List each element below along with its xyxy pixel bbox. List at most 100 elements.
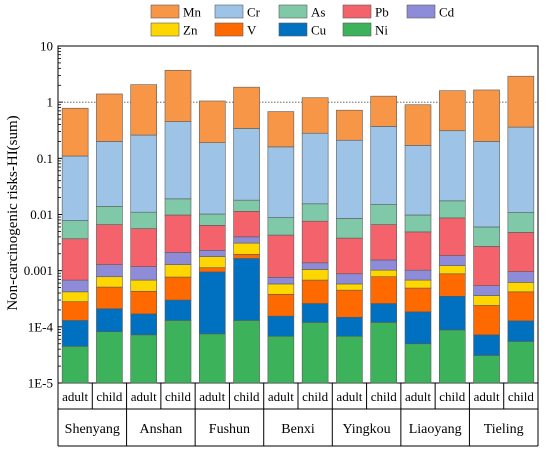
bar-segment-cd [336,273,363,285]
bar-segment-ni [301,322,329,384]
bar-segment-cd [198,250,226,257]
bar-segment-pb [198,225,226,251]
legend-swatch-v [214,22,244,37]
bar-segment-pb [164,214,192,253]
bar-segment-as [370,204,398,225]
legend-swatch-mn [150,4,180,19]
bar-segment-v [267,293,295,317]
bar-segment-cr [96,141,123,207]
plot-area: 10 1 0.1 0.01 0.001 1E-4 1E-5 adult child Shenyan… [24,39,539,447]
bar-segment-mn [96,93,123,142]
legend-swatch-cd [406,4,436,19]
bar-segment-cr [507,126,535,213]
legend-swatch-ni [342,22,372,37]
bar-segment-ni [233,320,260,384]
group-label: Anshan [139,422,182,437]
bar-segment-ni [438,329,466,384]
bar-segment-zn [61,291,89,303]
legend: Mn Cr As Pb Cd Zn V Cu Ni [150,4,455,38]
bar-segment-cr [233,128,260,201]
bar-segment-ni [336,335,363,384]
bar-segment-mn [198,100,226,143]
subgroup-label: child [96,389,122,404]
bar-segment-mn [336,109,363,141]
bar-segment-cr [198,142,226,215]
bar-segment-zn [233,242,260,255]
bar-segment-pb [507,232,535,272]
bar-segment-pb [61,238,89,281]
subgroup-label: child [508,389,534,404]
bar-segment-cr [370,126,398,205]
bar-segment-ni [198,333,226,384]
bar-segment-mn [233,86,260,129]
bar-segment-v [507,291,535,322]
bar-segment-zn [438,265,466,275]
bar-segment-ni [507,341,535,384]
legend-label-as: As [311,5,325,20]
bar-segment-pb [233,211,260,238]
bar-segment-mn [301,97,329,134]
subgroup-label: adult [131,389,157,404]
bar-segment-zn [507,282,535,293]
bar-segment-cu [507,320,535,342]
bar-segment-mn [164,69,192,122]
legend-label-ni: Ni [375,23,388,38]
bar-segment-mn [370,95,398,127]
bar-segment-cd [507,271,535,283]
legend-swatch-pb [342,4,372,19]
bar-segment-pb [336,237,363,275]
bar-segment-cd [96,264,123,278]
bar-segment-cd [404,269,432,281]
bar-segment-mn [404,104,432,146]
bar-segment-pb [370,224,398,261]
bar-segment-cd [370,259,398,271]
y-tick-label: 10 [40,39,53,54]
bar-segment-zn [164,264,192,278]
bar-segment-ni [370,322,398,384]
bar-segment-cd [473,285,500,296]
bar-segment-mn [267,111,295,148]
group-label: Shenyang [65,422,120,437]
bar-segment-cd [61,279,89,293]
bar-segment-cd [233,236,260,244]
legend-swatch-zn [150,22,180,37]
bar-segment-as [130,211,158,229]
bar-segment-ni [96,331,123,384]
bar-segment-cu [198,271,226,335]
bar-segment-pb [267,234,295,278]
bar-segment-mn [473,89,500,142]
bar-segment-cu [164,299,192,321]
bar-segment-pb [438,217,466,256]
bar-segment-mn [130,84,158,136]
bar-segment-pb [404,231,432,271]
bar-segment-cu [473,334,500,356]
bar-segment-cd [267,277,295,285]
bar-segment-v [61,301,89,321]
bar-segment-v [404,287,432,313]
bar-segment-pb [130,228,158,267]
bar-segment-ni [267,335,295,384]
bar-segment-cr [438,130,466,202]
y-tick-label: 1E-5 [28,376,53,391]
bar-segment-zn [130,279,158,292]
bar-segment-cr [336,139,363,219]
bar-segment-cr [267,146,295,218]
bar-segment-as [404,214,432,233]
bar-segment-v [473,305,500,336]
bar-segment-cr [61,155,89,221]
bar-segment-mn [61,107,89,157]
bar-segment-v [96,286,123,310]
bar-segment-as [198,213,226,226]
y-tick-label: 0.001 [24,263,53,278]
subgroup-label: child [371,389,397,404]
bar-segment-cu [130,313,158,336]
bar-segment-as [61,220,89,240]
bar-segment-v [233,254,260,259]
subgroup-label: adult [336,389,362,404]
bar-segment-ni [61,346,89,384]
legend-label-pb: Pb [375,5,389,20]
subgroup-label: child [439,389,465,404]
subgroup-label: adult [199,389,225,404]
bar-segment-v [336,289,363,318]
